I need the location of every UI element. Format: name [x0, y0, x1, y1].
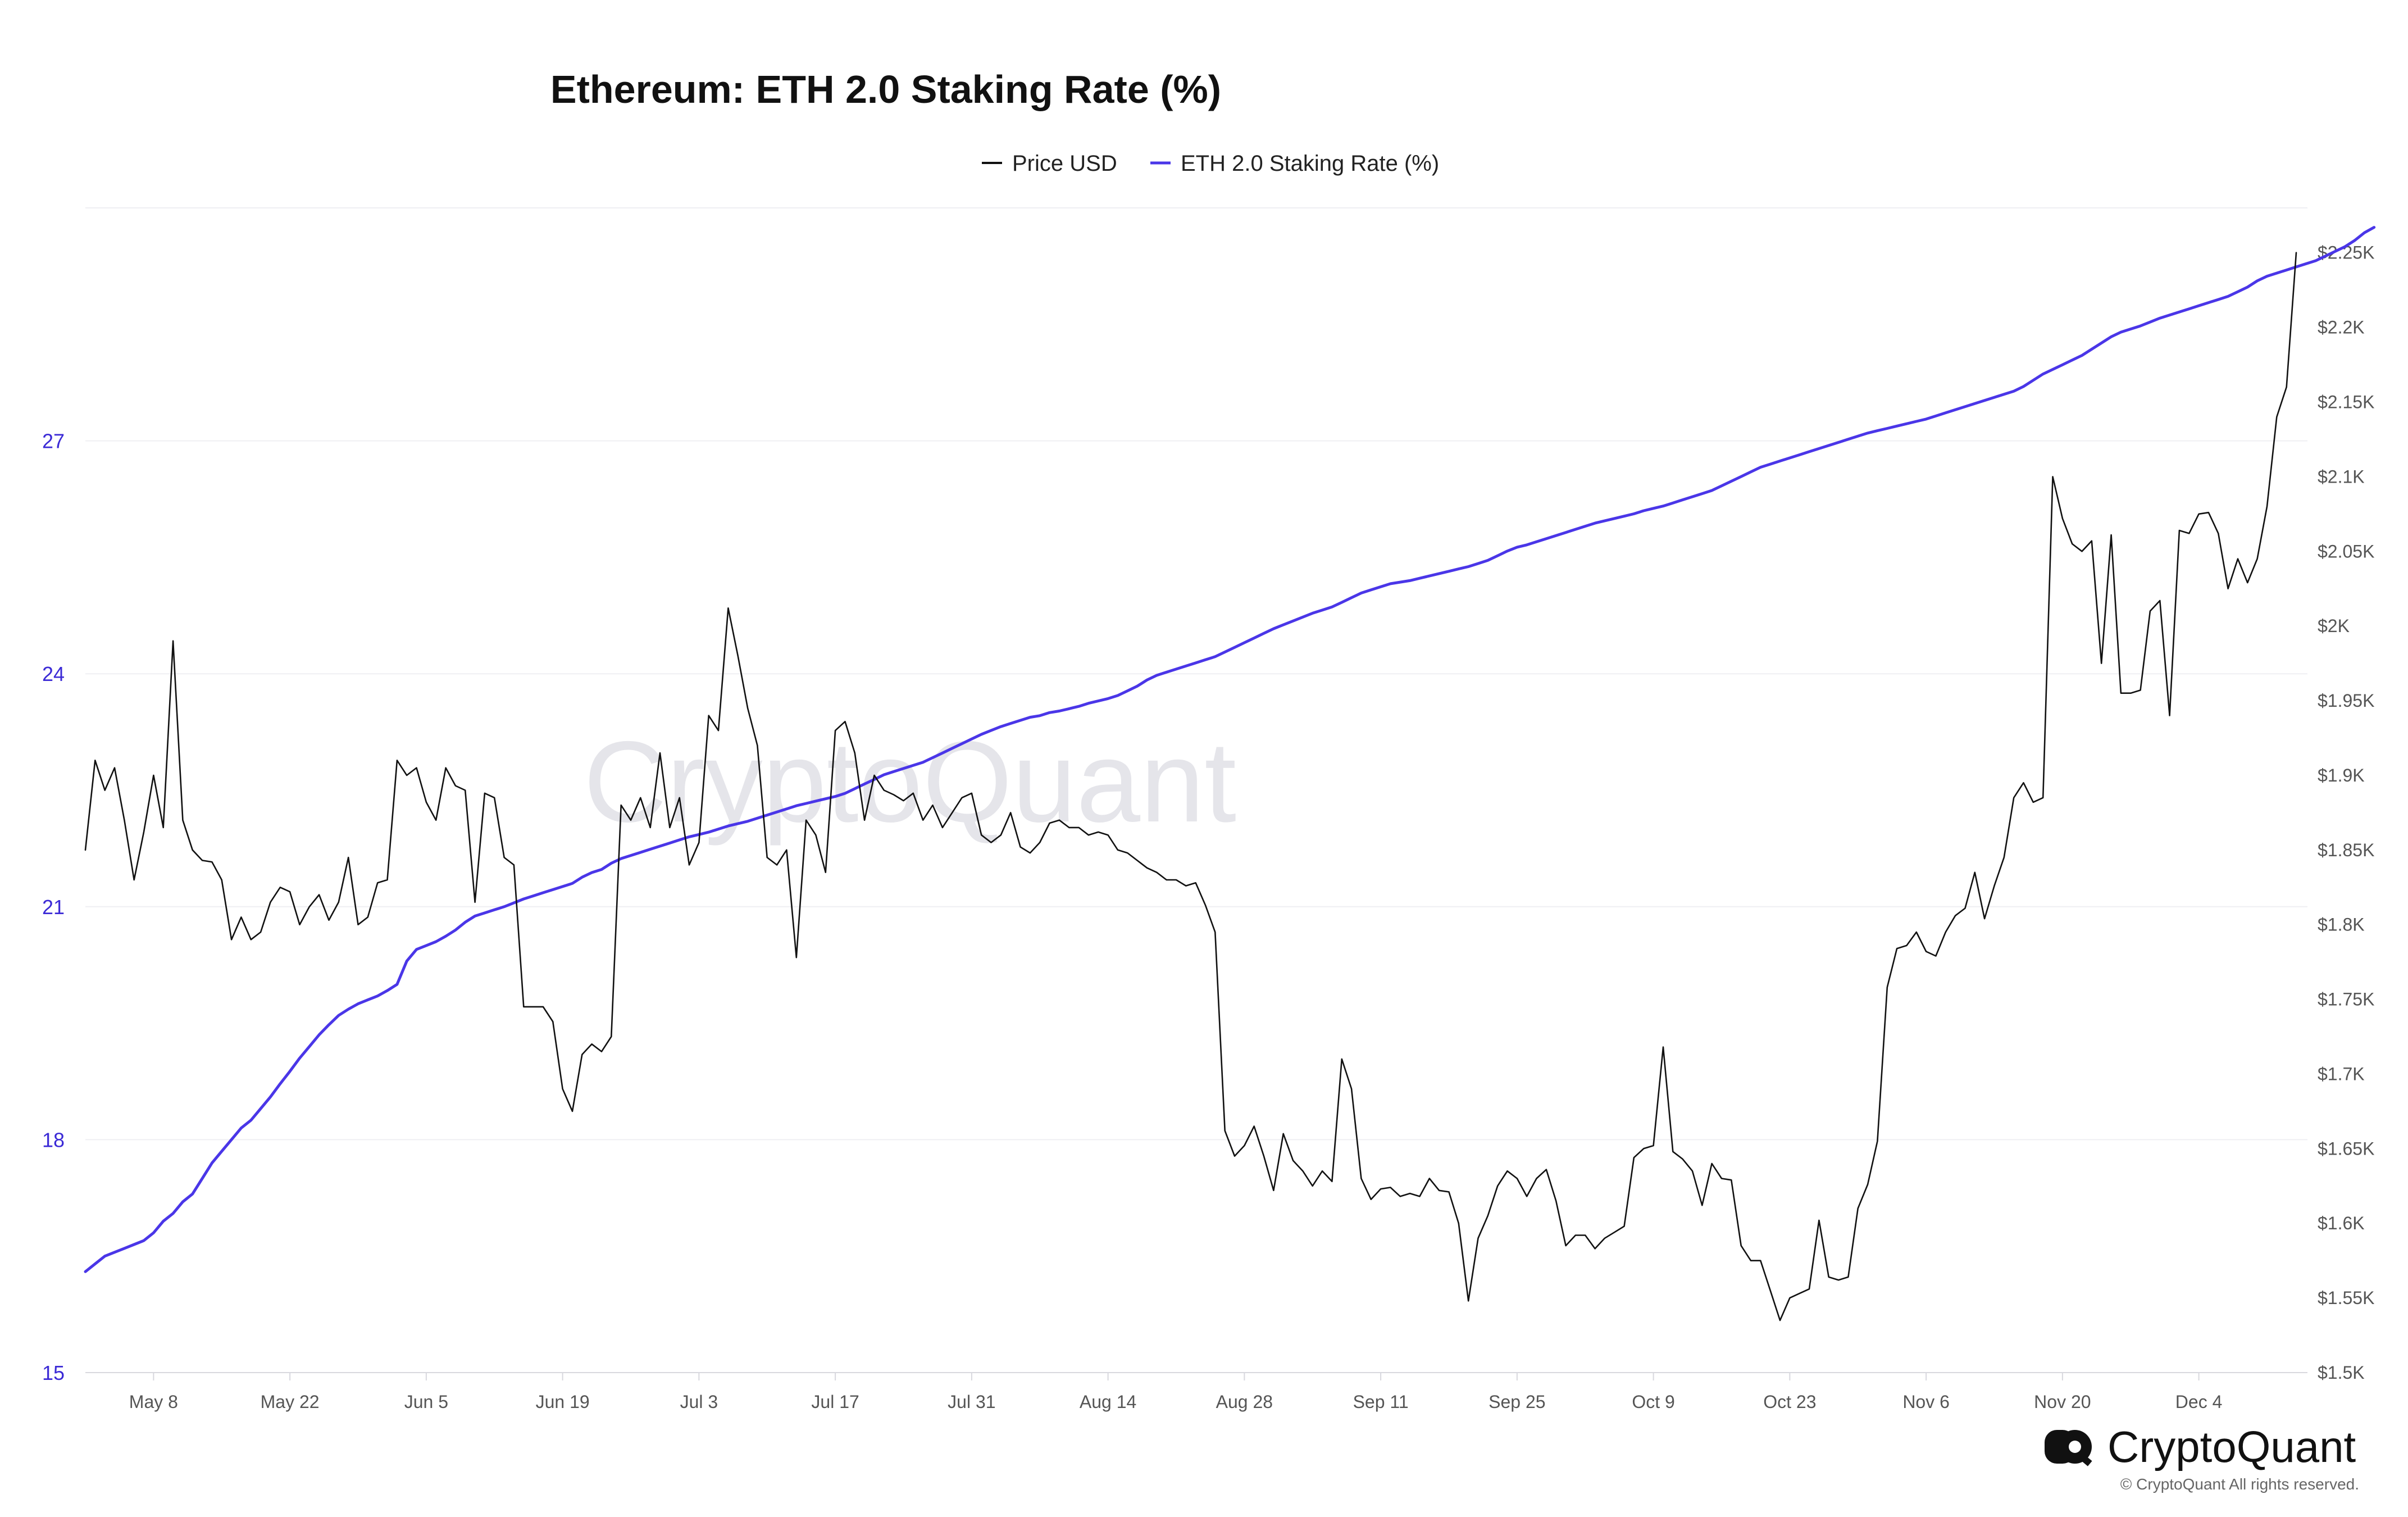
x-tick-label: Jul 17: [811, 1392, 859, 1412]
x-tick-label: Sep 11: [1353, 1392, 1409, 1412]
left-tick-label: 21: [42, 896, 65, 919]
x-tick-label: Nov 6: [1902, 1392, 1950, 1412]
right-tick-label: $1.7K: [2318, 1064, 2365, 1084]
x-tick-label: Oct 23: [1763, 1392, 1816, 1412]
brand-name: CryptoQuant: [2107, 1422, 2356, 1471]
right-tick-label: $2.2K: [2318, 317, 2365, 338]
chart-title: Ethereum: ETH 2.0 Staking Rate (%): [550, 67, 1221, 111]
right-tick-label: $2.1K: [2318, 466, 2365, 487]
copyright-text: © CryptoQuant All rights reserved.: [2120, 1475, 2359, 1493]
right-tick-label: $2.05K: [2318, 541, 2374, 561]
grid: [85, 207, 2307, 1141]
legend-label-staking: ETH 2.0 Staking Rate (%): [1181, 151, 1439, 176]
right-tick-label: $1.5K: [2318, 1362, 2365, 1383]
x-tick-label: Nov 20: [2034, 1392, 2091, 1412]
legend: Price USD ETH 2.0 Staking Rate (%): [982, 151, 1439, 176]
x-tick-label: Jun 19: [536, 1392, 590, 1412]
left-tick-label: 27: [42, 430, 65, 453]
legend-item-staking[interactable]: ETH 2.0 Staking Rate (%): [1150, 151, 1439, 176]
staking-rate-line: [84, 226, 2376, 1273]
left-tick-label: 18: [42, 1128, 65, 1151]
x-tick-label: Jun 5: [404, 1392, 448, 1412]
x-tick-label: Jul 31: [948, 1392, 995, 1412]
right-tick-label: $1.6K: [2318, 1213, 2365, 1233]
x-tick-label: May 8: [129, 1392, 178, 1412]
left-tick-label: 24: [42, 662, 65, 685]
right-tick-label: $1.85K: [2318, 840, 2374, 860]
left-axis: 15 18 21 24 27: [42, 430, 65, 1384]
left-tick-label: 15: [42, 1361, 65, 1384]
right-tick-label: $1.55K: [2318, 1288, 2374, 1308]
x-tick-label: May 22: [261, 1392, 320, 1412]
x-axis: May 8 May 22 Jun 5 Jun 19 Jul 3 Jul 17 Jul 31 A…: [129, 1373, 2223, 1412]
right-tick-label: $1.9K: [2318, 765, 2365, 785]
right-axis: $1.5K $1.55K $1.6K $1.65K $1.7K $1.75K $1.8K $1…: [2318, 243, 2374, 1383]
right-tick-label: $1.65K: [2318, 1138, 2374, 1159]
series: [84, 226, 2376, 1321]
x-tick-label: Aug 28: [1216, 1392, 1273, 1412]
x-tick-label: Sep 25: [1489, 1392, 1545, 1412]
right-tick-label: $1.8K: [2318, 915, 2365, 935]
x-tick-label: Aug 14: [1080, 1392, 1136, 1412]
legend-item-price[interactable]: Price USD: [982, 151, 1117, 176]
x-tick-label: Oct 9: [1632, 1392, 1674, 1412]
x-tick-label: Dec 4: [2175, 1392, 2223, 1412]
brand-logo: CryptoQuant: [2045, 1422, 2356, 1471]
right-tick-label: $2K: [2318, 616, 2350, 636]
right-tick-label: $1.95K: [2318, 691, 2374, 711]
right-tick-label: $2.15K: [2318, 392, 2374, 412]
watermark-text: CryptoQuant: [584, 717, 1236, 846]
x-tick-label: Jul 3: [680, 1392, 718, 1412]
legend-label-price: Price USD: [1012, 151, 1117, 176]
price-usd-line: [84, 252, 2297, 1321]
cryptoquant-logo-icon: [2045, 1430, 2092, 1466]
right-tick-label: $1.75K: [2318, 989, 2374, 1010]
